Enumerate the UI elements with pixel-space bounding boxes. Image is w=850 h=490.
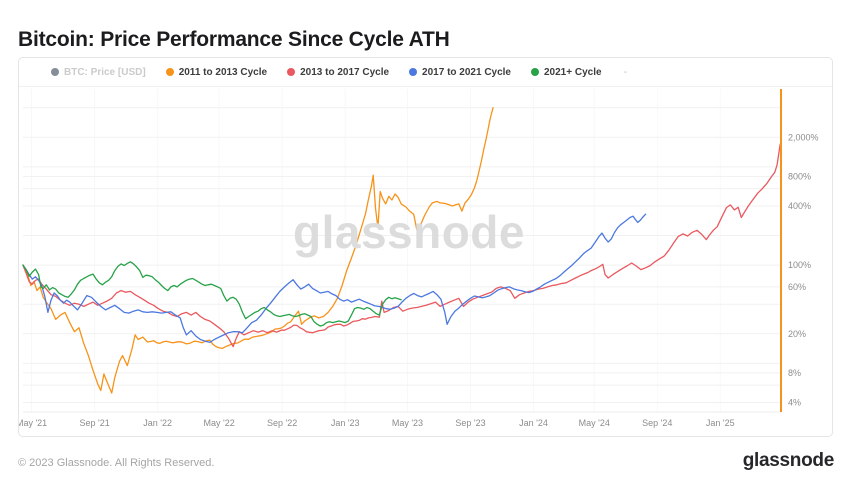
svg-text:Jan '23: Jan '23 <box>331 418 360 428</box>
svg-text:Sep '23: Sep '23 <box>455 418 485 428</box>
chart-area: glassnode 2,000% 800% 400% 100% 60% 20% 8% 4% Ma… <box>16 87 832 437</box>
svg-text:8%: 8% <box>788 368 801 378</box>
legend-item-2011-2013-cycle[interactable]: 2011 to 2013 Cycle <box>165 66 268 78</box>
legend-item-2017-2021-cycle[interactable]: 2017 to 2021 Cycle <box>409 67 511 78</box>
legend-dot-icon <box>51 68 59 76</box>
legend-dot-icon <box>165 68 174 76</box>
legend-item-btc-price[interactable]: BTC: Price [USD] <box>51 67 146 78</box>
legend-dot-icon <box>409 68 418 76</box>
svg-text:4%: 4% <box>788 397 801 407</box>
svg-text:2,000%: 2,000% <box>788 132 819 142</box>
copyright-text: © 2023 Glassnode. All Rights Reserved. <box>18 457 215 469</box>
svg-text:100%: 100% <box>788 260 811 270</box>
legend-item-label: BTC: Price [USD] <box>64 66 146 78</box>
svg-text:Sep '21: Sep '21 <box>79 418 109 428</box>
legend-item-label: 2021+ Cycle <box>544 66 602 78</box>
legend-item-label: 2011 to 2013 Cycle <box>178 66 268 78</box>
legend-dot-icon <box>531 68 539 76</box>
page-title: Bitcoin: Price Performance Since Cycle A… <box>18 28 450 52</box>
svg-text:800%: 800% <box>788 171 811 181</box>
svg-text:May '24: May '24 <box>579 418 610 428</box>
legend-item-2013-2017-cycle[interactable]: 2013 to 2017 Cycle <box>287 67 389 78</box>
price-chart[interactable]: 2,000% 800% 400% 100% 60% 20% 8% 4% May '21 Sep '… <box>16 87 832 437</box>
svg-text:Jan '24: Jan '24 <box>519 418 548 428</box>
svg-text:20%: 20% <box>788 329 806 339</box>
legend-item-label: 2017 to 2021 Cycle <box>422 66 511 78</box>
svg-text:Jan '25: Jan '25 <box>706 418 735 428</box>
chart-legend: BTC: Price [USD] 2011 to 2013 Cycle 2013… <box>19 58 832 87</box>
svg-text:60%: 60% <box>788 282 806 292</box>
svg-text:May '21: May '21 <box>19 418 47 428</box>
legend-item-label: 2013 to 2017 Cycle <box>300 66 390 78</box>
svg-text:Sep '22: Sep '22 <box>267 418 297 428</box>
chart-card: BTC: Price [USD] 2011 to 2013 Cycle 2013… <box>16 57 833 437</box>
legend-overflow-indicator[interactable]: - <box>623 66 628 78</box>
legend-dot-icon <box>287 68 296 76</box>
legend-item-2021-plus-cycle[interactable]: 2021+ Cycle <box>531 67 602 78</box>
svg-text:Jan '22: Jan '22 <box>143 418 172 428</box>
svg-text:400%: 400% <box>788 201 811 211</box>
svg-text:Sep '24: Sep '24 <box>642 418 672 428</box>
svg-text:May '22: May '22 <box>203 418 234 428</box>
svg-text:May '23: May '23 <box>392 418 423 428</box>
glassnode-logo: glassnode <box>742 450 835 471</box>
